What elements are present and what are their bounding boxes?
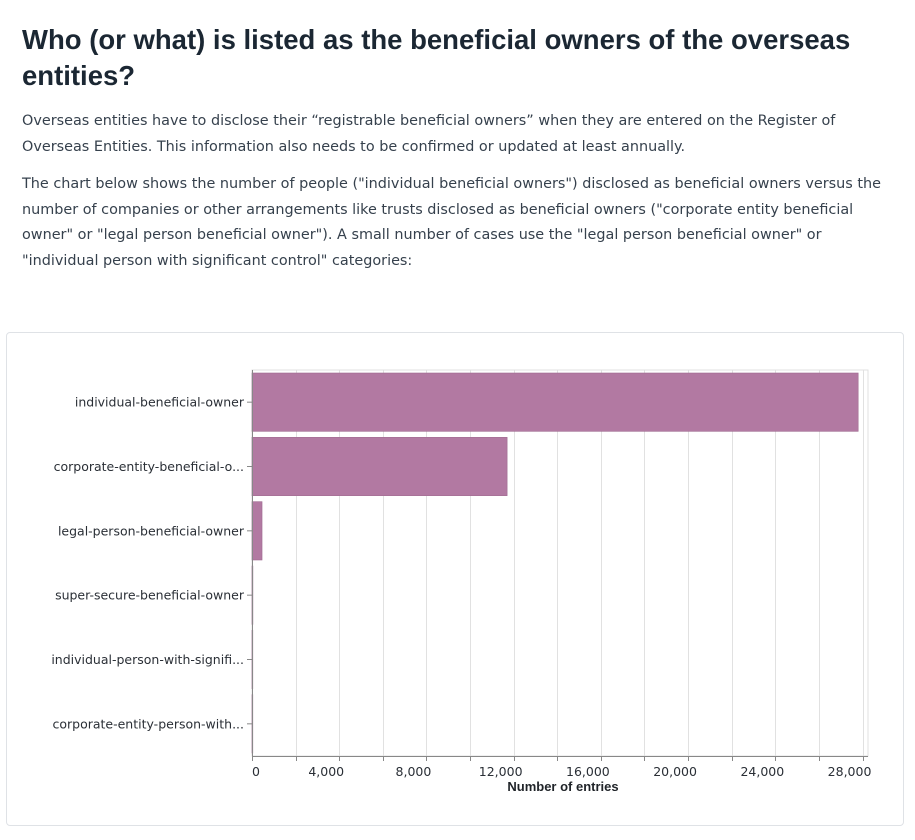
x-tick-label: 24,000 (740, 764, 784, 779)
beneficial-owner-chart: individual-beneficial-owner corporate-ent… (51, 369, 871, 794)
intro-paragraph: Overseas entities have to disclose their… (22, 113, 836, 155)
x-tick-label: 16,000 (566, 764, 610, 779)
category-label-1: corporate-entity-beneficial-o... (54, 459, 244, 474)
x-tick-label: 4,000 (308, 764, 344, 779)
bar-2 (251, 501, 263, 561)
x-tick-label: 0 (252, 764, 260, 779)
chart-description-paragraph: The chart below shows the number of peop… (22, 176, 881, 269)
category-label-2: legal-person-beneficial-owner (58, 523, 245, 538)
x-axis-title: Number of entries (507, 779, 618, 794)
bar-1 (251, 437, 508, 496)
category-label-3: super-secure-beneficial-owner (55, 588, 245, 603)
x-tick-label: 20,000 (653, 764, 697, 779)
category-label-0: individual-beneficial-owner (75, 395, 245, 410)
page-title: Who (or what) is listed as the beneficia… (22, 24, 851, 91)
category-label-4: individual-person-with-signifi... (51, 652, 244, 667)
x-tick-label: 28,000 (828, 764, 872, 779)
chart-card: individual-beneficial-owner corporate-ent… (6, 332, 904, 826)
bar-0 (251, 372, 859, 432)
category-label-5: corporate-entity-person-with... (52, 716, 244, 731)
gridlines (251, 369, 869, 757)
bars (251, 372, 859, 754)
labels: individual-beneficial-owner corporate-ent… (51, 395, 871, 794)
x-tick-label: 8,000 (396, 764, 432, 779)
x-tick-label: 12,000 (479, 764, 523, 779)
axes (247, 370, 868, 761)
